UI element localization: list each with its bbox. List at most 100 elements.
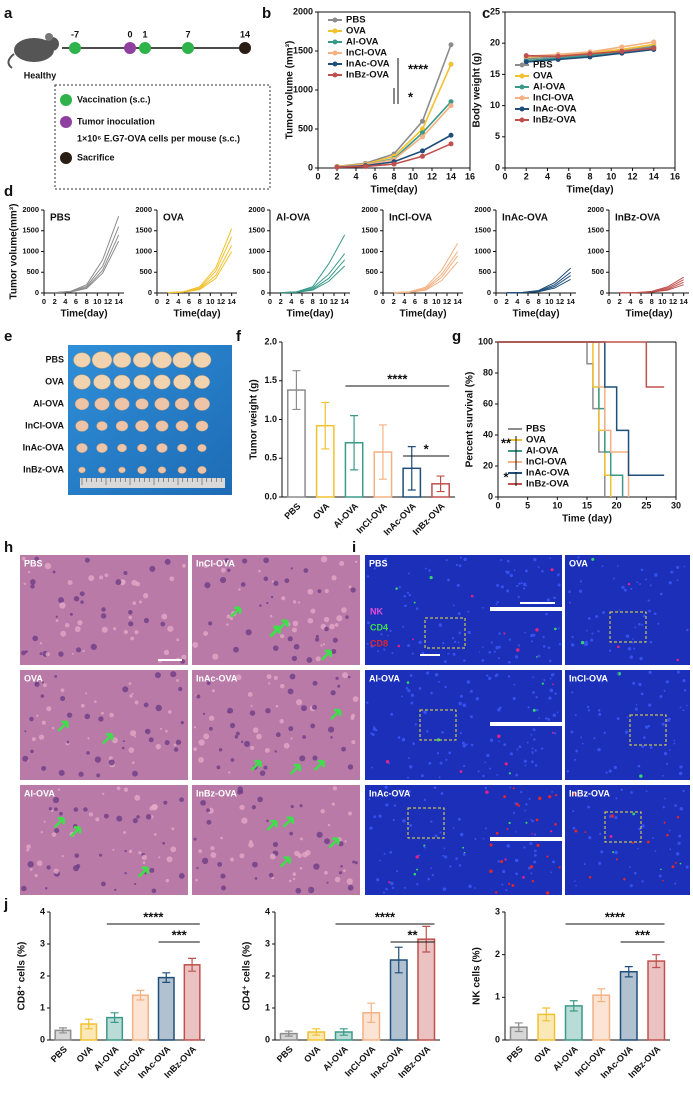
error-bar (597, 988, 606, 1003)
nucleus (143, 617, 150, 624)
cell-dot (572, 810, 575, 813)
cell-dot (584, 640, 588, 645)
cell-dot (468, 884, 472, 889)
survival-line (498, 341, 612, 497)
cell-dot (610, 814, 615, 818)
cell-dot (639, 774, 643, 778)
cell-dot (520, 582, 523, 585)
x-tick-label: 6 (413, 297, 417, 306)
nucleus (165, 729, 168, 733)
cell-dot (410, 693, 415, 697)
point (619, 48, 625, 54)
cell-dot (558, 643, 562, 646)
nucleus (312, 755, 318, 761)
nucleus (148, 737, 154, 743)
cell-dot (532, 633, 536, 637)
x-tick-label: 2 (279, 297, 283, 306)
nucleus (312, 680, 318, 686)
cell-dot (512, 787, 515, 790)
tumor (172, 351, 192, 369)
image-label: OVA (24, 673, 43, 683)
x-axis-label: Time(day) (566, 185, 613, 196)
x-tick-label: 8 (587, 171, 592, 181)
cell-dot (506, 828, 509, 831)
cell-dot (534, 749, 537, 752)
nucleus (245, 629, 252, 636)
nucleus (181, 654, 187, 660)
nucleus (50, 809, 54, 813)
cell-dot (485, 790, 489, 794)
cell-dot (408, 790, 411, 793)
nucleus (283, 742, 290, 749)
y-tick-label: 500 (26, 267, 39, 276)
row-label: OVA (45, 376, 64, 386)
cell-dot (537, 566, 540, 568)
cell-dot (418, 640, 422, 645)
cell-dot (509, 573, 513, 578)
cell-dot (659, 592, 663, 596)
green-arrow (53, 816, 65, 829)
cell-dot (536, 843, 540, 847)
x-tick-label: 6 (372, 171, 377, 181)
nucleus (93, 700, 97, 703)
cell-dot (517, 644, 521, 647)
nucleus (203, 564, 208, 569)
cell-dot (423, 710, 427, 715)
cell-dot (523, 759, 527, 763)
cell-dot (494, 674, 498, 678)
nucleus (99, 575, 104, 580)
cell-dot (409, 823, 413, 827)
nucleus (254, 877, 258, 880)
nucleus (167, 625, 174, 632)
image-label: Al-OVA (369, 673, 400, 683)
cell-dot (615, 858, 618, 861)
nucleus (23, 582, 26, 585)
nucleus (342, 672, 349, 679)
chart-title: OVA (163, 213, 184, 224)
nucleus (346, 878, 353, 885)
mouse-ear (45, 33, 53, 41)
x-tick-label: PBS (282, 501, 302, 521)
x-axis-label: Time(day) (512, 309, 559, 320)
nucleus (239, 853, 245, 859)
nucleus (155, 743, 162, 750)
cell-dot (440, 792, 444, 795)
legend-label: InAc-OVA (346, 59, 390, 70)
cell-dot (648, 670, 652, 675)
cell-dot (447, 652, 450, 655)
nucleus (257, 796, 263, 803)
histology-image (20, 785, 188, 895)
nucleus (323, 616, 330, 623)
nucleus (292, 600, 297, 604)
nucleus (86, 751, 90, 755)
cell-dot (514, 858, 519, 863)
y-tick-label: 500 (252, 267, 265, 276)
cell-dot (541, 682, 544, 685)
cell-dot (629, 655, 634, 659)
x-tick-label: 0 (607, 297, 611, 306)
x-tick-label: 6 (300, 297, 304, 306)
nucleus (297, 853, 303, 859)
fluorescence-image (365, 555, 490, 665)
y-tick-label: 1000 (293, 84, 313, 94)
legend-marker (519, 95, 525, 101)
cell-dot (498, 632, 501, 635)
tumor (177, 443, 187, 453)
cell-dot (535, 656, 538, 658)
nucleus (290, 737, 293, 740)
cell-dot (383, 648, 386, 651)
nucleus (128, 615, 132, 620)
cell-dot (482, 606, 484, 609)
survival-line (498, 341, 665, 477)
cell-dot (406, 591, 410, 594)
cell-dot (438, 623, 443, 627)
cell-dot (441, 730, 444, 734)
cell-dot (457, 612, 461, 616)
line (506, 278, 571, 294)
x-tick-label: 4 (176, 297, 181, 306)
cell-dot (497, 657, 500, 660)
cell-dot (428, 761, 432, 765)
cell-dot (639, 583, 641, 585)
cell-dot (525, 821, 528, 824)
cell-dot (524, 809, 526, 812)
